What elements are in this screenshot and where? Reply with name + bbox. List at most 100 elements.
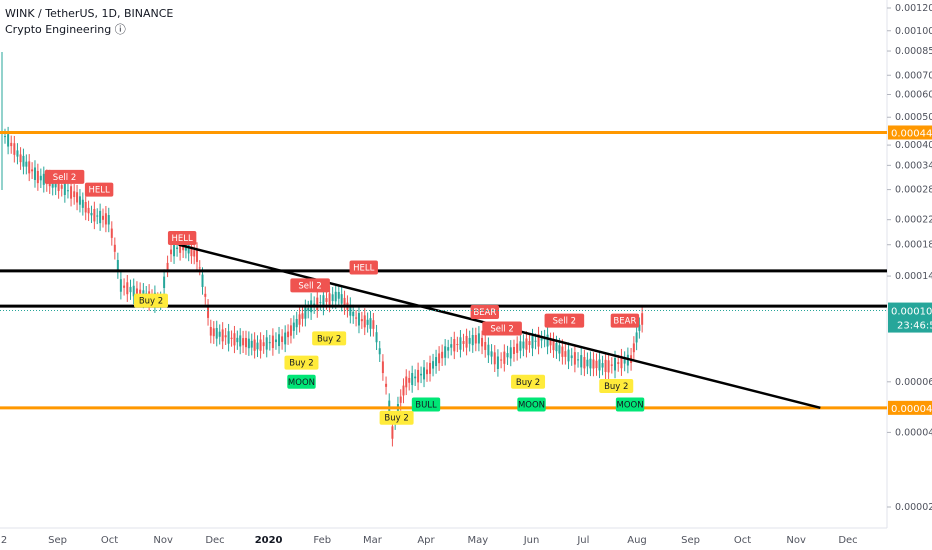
candle-body: [381, 361, 384, 374]
candle-body: [304, 306, 307, 319]
candle-body: [396, 404, 399, 416]
candle-body: [426, 369, 428, 375]
candle-body: [4, 136, 6, 138]
candle-body: [399, 396, 402, 403]
candle-body: [54, 180, 57, 188]
candle-body: [81, 199, 84, 208]
bull-signal-label: MOON: [288, 378, 315, 388]
candle-body: [99, 210, 102, 224]
sell-signal-box: [470, 304, 500, 319]
candle-body: [444, 346, 447, 358]
bull-signal-box: [517, 397, 546, 412]
candle-body: [525, 338, 528, 350]
candle-body: [459, 337, 462, 350]
candle-body: [468, 337, 471, 344]
bull-signal-box: [287, 374, 316, 389]
candle-body: [638, 324, 641, 331]
candle-body: [549, 339, 552, 346]
candle-body: [487, 344, 490, 356]
candle-body: [331, 294, 334, 302]
sell-signal-box: [290, 278, 330, 293]
candle-body: [405, 376, 408, 388]
candle-body: [78, 196, 81, 205]
price-badges: 0.0001062 23:46:51: [0, 302, 932, 333]
candle-body: [474, 334, 477, 344]
x-tick-label: Sep: [681, 535, 700, 546]
candle-body: [10, 142, 13, 147]
candle-body: [500, 359, 503, 361]
candle-body: [16, 150, 19, 157]
candle-body: [531, 336, 534, 349]
candle-body: [73, 191, 76, 198]
x-tick-label: 2: [1, 535, 7, 546]
candle-body: [230, 337, 233, 339]
bull-signal-box: [411, 397, 441, 412]
candle-body: [328, 293, 331, 305]
candle-body: [207, 306, 210, 318]
sell-signal-label: HELL: [89, 186, 110, 196]
bull-signal-box: [615, 397, 645, 412]
candle-body: [414, 376, 417, 379]
candle-body: [441, 351, 444, 359]
candle-body: [301, 313, 304, 319]
candle-body: [201, 274, 204, 287]
candle-body: [366, 319, 369, 325]
candle-body: [204, 293, 207, 297]
candle-body: [509, 347, 512, 359]
candle-body: [343, 297, 346, 308]
candle-body: [411, 372, 414, 386]
candle-body: [522, 341, 525, 349]
sell-signal-label: Sell 2: [490, 324, 513, 334]
candle-body: [632, 343, 635, 353]
candle-body: [635, 332, 638, 343]
candle-body: [583, 357, 586, 369]
candle-body: [281, 336, 284, 342]
candle-body: [132, 285, 135, 297]
candle-body: [352, 311, 355, 317]
candle-body: [355, 317, 358, 319]
candle-body: [325, 298, 328, 302]
candle-body: [402, 385, 405, 396]
candle-body: [126, 282, 129, 295]
candle-body: [484, 341, 487, 350]
candle-body: [179, 240, 182, 253]
candle-body: [503, 351, 506, 364]
candle-body: [76, 192, 79, 203]
candle-body: [31, 169, 34, 172]
buy-signal-label: Buy 2: [289, 359, 313, 369]
candle-body: [307, 308, 310, 311]
candle-body: [19, 154, 22, 163]
candle-body: [322, 295, 325, 308]
candle-body: [253, 339, 256, 351]
x-tick-label: Feb: [313, 535, 331, 546]
buy-signal-box: [312, 331, 347, 346]
sell-signal-box: [349, 260, 378, 275]
x-tick-label: Oct: [101, 535, 118, 546]
candle-body: [496, 356, 499, 369]
candle-body: [215, 328, 218, 339]
candle-body: [349, 304, 352, 316]
candle-body: [36, 170, 39, 184]
candle-body: [420, 373, 423, 376]
candle-body: [289, 325, 292, 336]
candle-body: [372, 320, 375, 329]
candle-body: [274, 339, 277, 343]
y-tick-label: 0.0001400: [895, 271, 932, 282]
candle-body: [135, 288, 138, 297]
candle-body: [334, 291, 337, 302]
candle-body: [239, 335, 242, 347]
candle-body: [187, 244, 190, 254]
candle-body: [268, 342, 271, 344]
y-tick-label: 0.0001800: [895, 240, 932, 251]
candle-body: [641, 313, 644, 325]
candle-body: [259, 339, 262, 351]
candle-body: [110, 228, 113, 238]
candle-body: [63, 182, 66, 196]
candle-body: [493, 352, 496, 365]
x-tick-label: Aug: [627, 535, 647, 546]
candle-body: [340, 294, 343, 304]
sell-signal-label: HELL: [172, 234, 193, 244]
candle-body: [601, 363, 604, 368]
buy-signal-label: Buy 2: [139, 297, 163, 307]
candle-body: [298, 314, 301, 325]
